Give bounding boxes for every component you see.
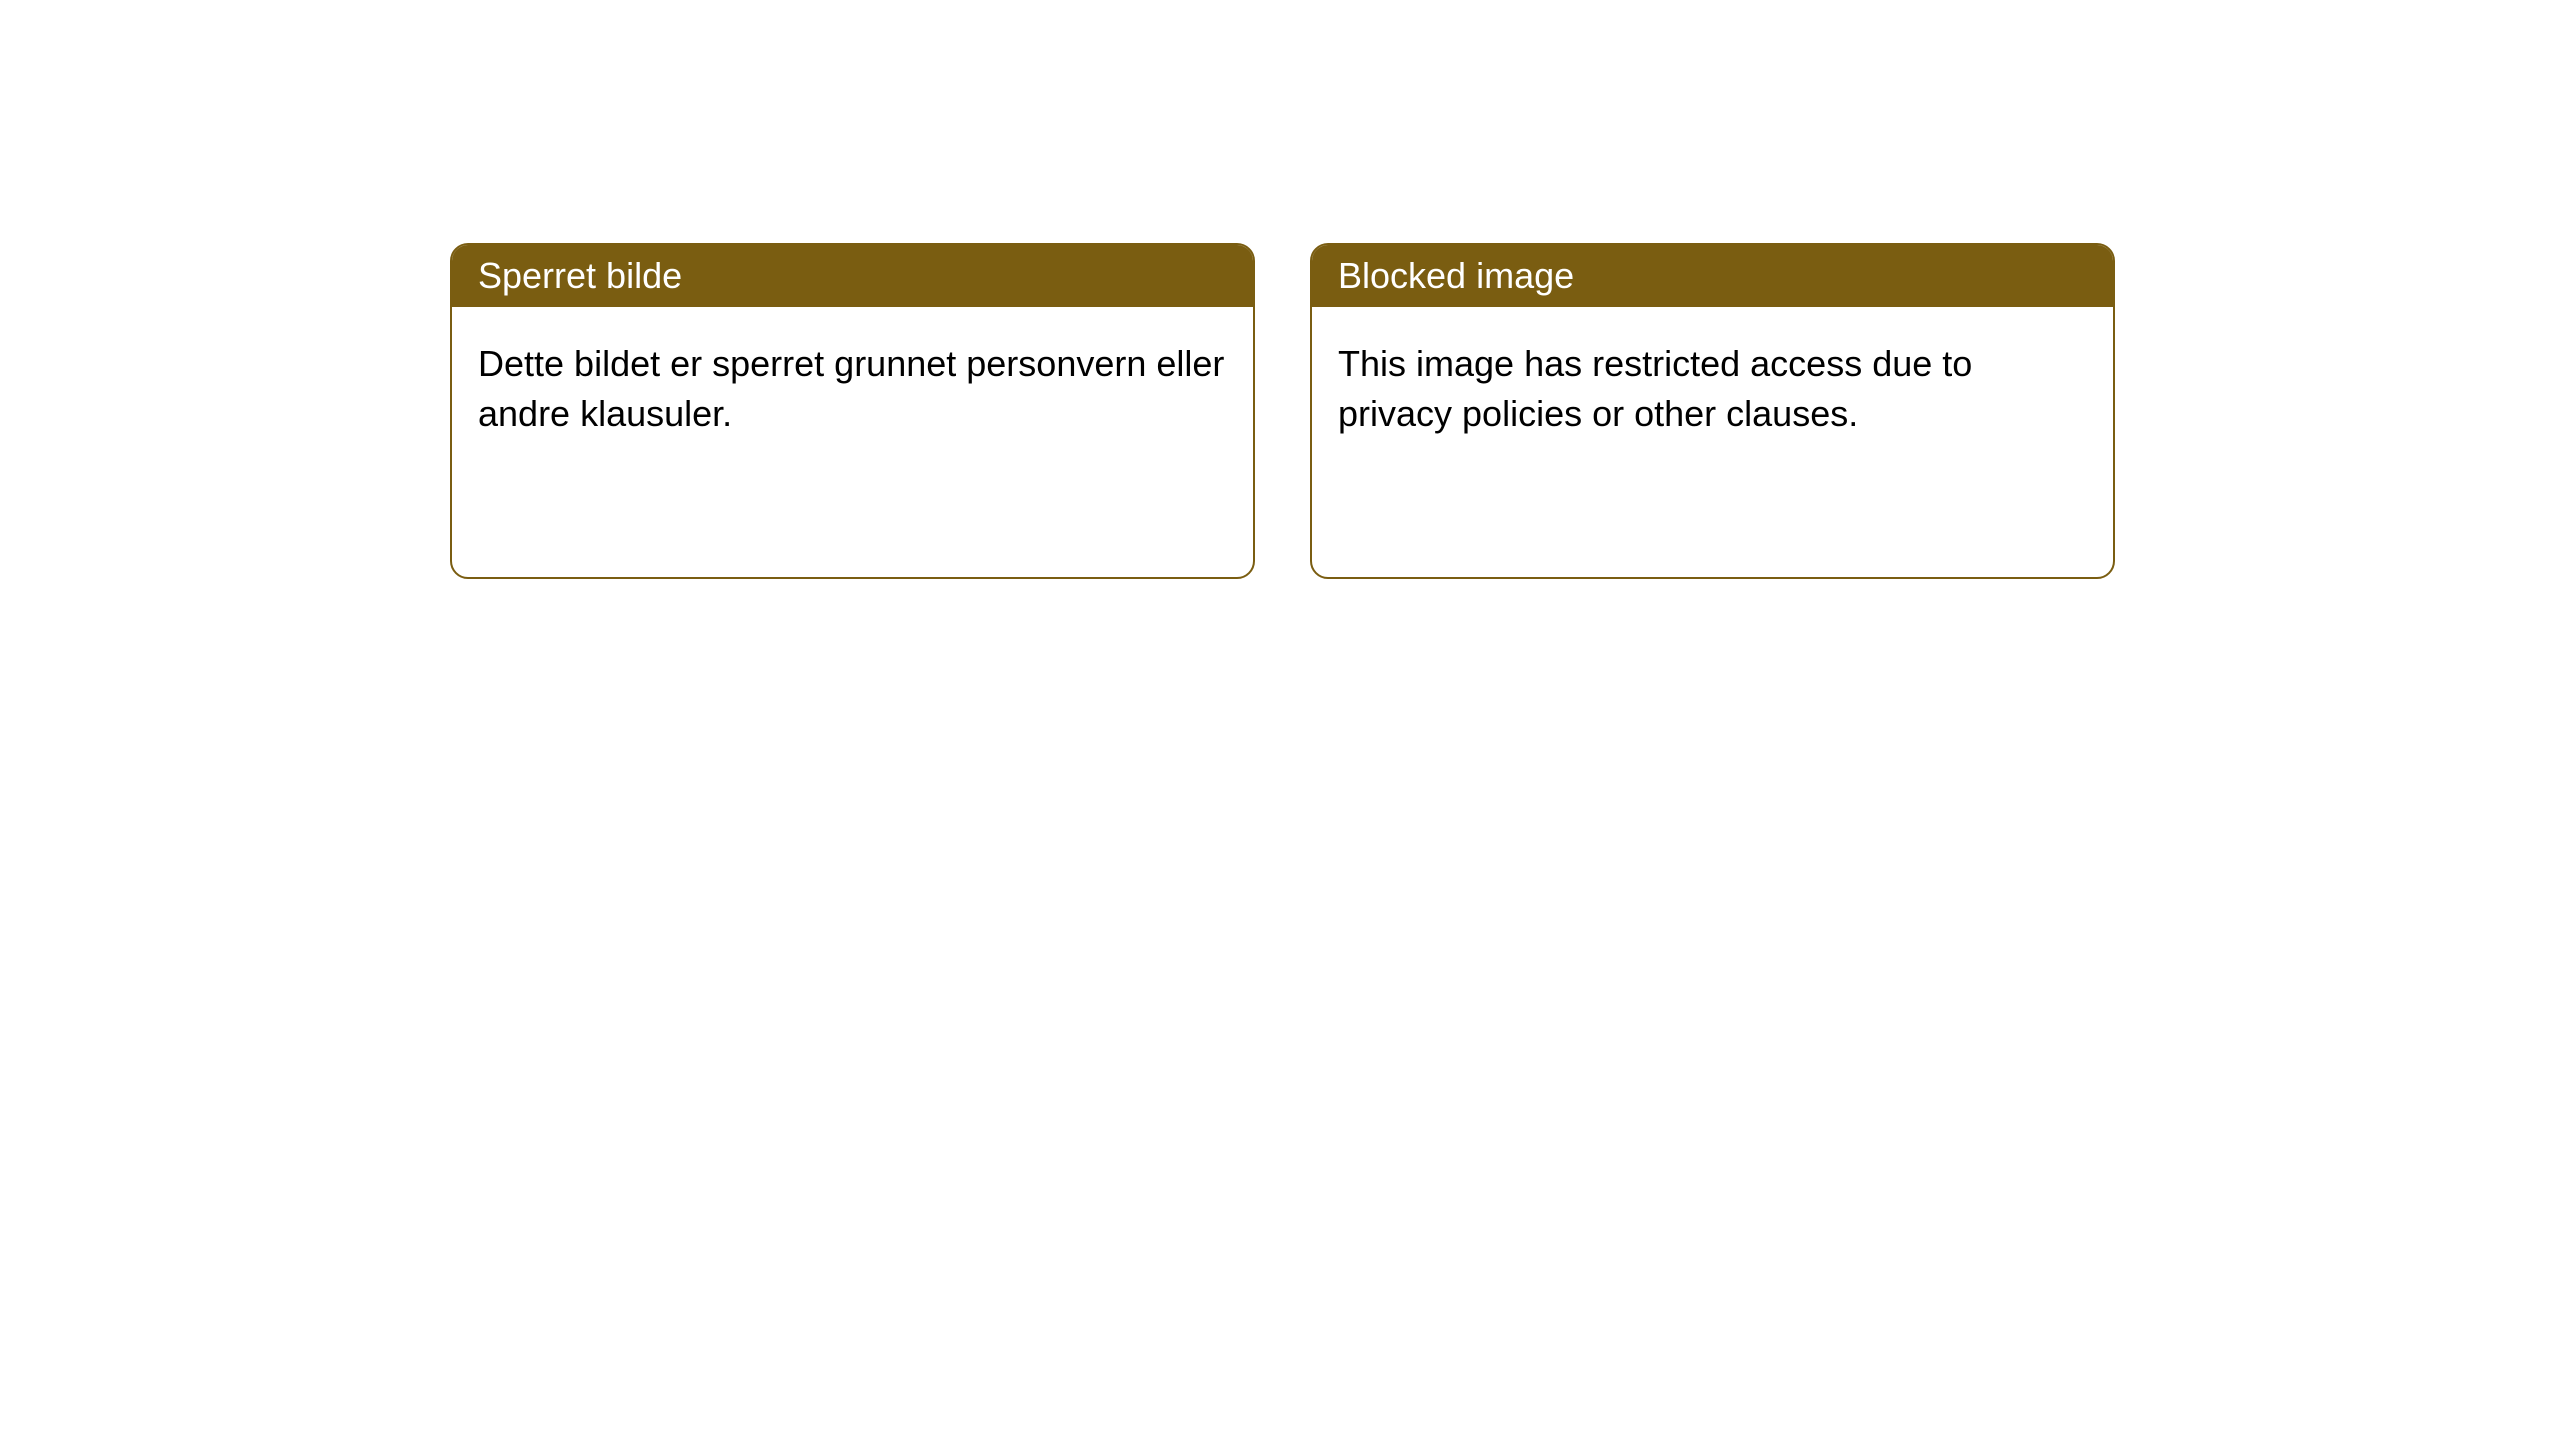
notice-title: Blocked image xyxy=(1338,255,1574,296)
notice-header: Sperret bilde xyxy=(452,245,1253,307)
notice-box-english: Blocked image This image has restricted … xyxy=(1310,243,2115,579)
notice-container: Sperret bilde Dette bildet er sperret gr… xyxy=(0,0,2560,579)
notice-body-text: This image has restricted access due to … xyxy=(1338,343,1972,434)
notice-box-norwegian: Sperret bilde Dette bildet er sperret gr… xyxy=(450,243,1255,579)
notice-body-text: Dette bildet er sperret grunnet personve… xyxy=(478,343,1224,434)
notice-title: Sperret bilde xyxy=(478,255,682,296)
notice-header: Blocked image xyxy=(1312,245,2113,307)
notice-body: Dette bildet er sperret grunnet personve… xyxy=(452,307,1253,472)
notice-body: This image has restricted access due to … xyxy=(1312,307,2113,472)
